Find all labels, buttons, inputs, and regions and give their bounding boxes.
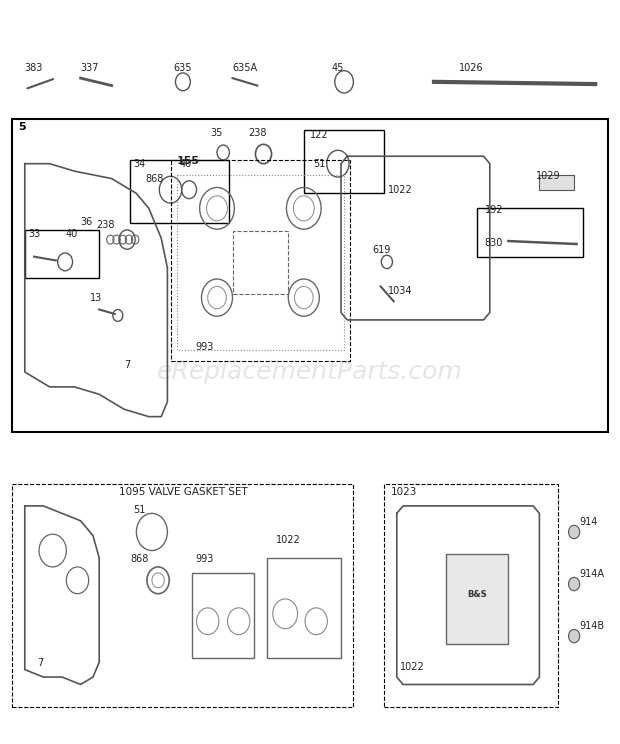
- Text: 5: 5: [19, 122, 26, 132]
- Text: 13: 13: [90, 293, 102, 304]
- Text: 1022: 1022: [276, 535, 301, 545]
- Text: 33: 33: [29, 229, 41, 240]
- Text: 7: 7: [124, 360, 130, 371]
- Text: 155: 155: [177, 156, 200, 167]
- Text: 635: 635: [174, 62, 192, 73]
- Bar: [539, 175, 574, 190]
- Bar: [304, 130, 384, 193]
- Text: 1034: 1034: [388, 286, 412, 296]
- Text: 1029: 1029: [536, 170, 561, 181]
- Text: 1022: 1022: [388, 185, 412, 196]
- Bar: [25, 230, 99, 278]
- Text: 993: 993: [195, 341, 214, 352]
- Text: 1022: 1022: [400, 661, 425, 672]
- Text: 51: 51: [313, 158, 326, 169]
- Bar: [232, 231, 288, 294]
- Text: 40: 40: [180, 159, 192, 170]
- Bar: [192, 573, 254, 658]
- Text: 122: 122: [310, 129, 329, 140]
- Bar: [384, 484, 558, 707]
- Text: B&S: B&S: [467, 591, 487, 600]
- Bar: [12, 484, 353, 707]
- Text: 35: 35: [211, 128, 223, 138]
- Text: 914A: 914A: [580, 568, 604, 579]
- Text: 619: 619: [372, 245, 391, 255]
- Bar: [12, 119, 608, 432]
- Text: eReplacementParts.com: eReplacementParts.com: [157, 360, 463, 384]
- Text: 51: 51: [133, 505, 146, 516]
- Text: 238: 238: [96, 220, 115, 231]
- Text: 45: 45: [332, 62, 344, 73]
- Text: 192: 192: [485, 205, 503, 215]
- Text: 993: 993: [195, 554, 214, 564]
- Text: 635A: 635A: [232, 62, 258, 73]
- Text: 868: 868: [146, 174, 164, 185]
- Text: 868: 868: [130, 554, 149, 564]
- Bar: [170, 160, 350, 361]
- Circle shape: [569, 577, 580, 591]
- Text: 34: 34: [133, 159, 146, 170]
- Text: 914B: 914B: [580, 620, 605, 631]
- Circle shape: [569, 525, 580, 539]
- Bar: [267, 558, 341, 658]
- Text: 36: 36: [81, 217, 93, 227]
- Text: 1095 VALVE GASKET SET: 1095 VALVE GASKET SET: [118, 487, 247, 497]
- Circle shape: [569, 629, 580, 643]
- Bar: [130, 160, 229, 223]
- Text: 337: 337: [81, 62, 99, 73]
- Text: 238: 238: [248, 128, 267, 138]
- Text: 1023: 1023: [391, 487, 417, 497]
- Text: 914: 914: [580, 516, 598, 527]
- Text: 40: 40: [65, 229, 78, 240]
- Bar: [446, 554, 508, 644]
- Text: 7: 7: [37, 658, 43, 668]
- Text: 830: 830: [485, 237, 503, 248]
- Bar: [477, 208, 583, 257]
- Text: 1026: 1026: [459, 62, 484, 73]
- Text: 383: 383: [25, 62, 43, 73]
